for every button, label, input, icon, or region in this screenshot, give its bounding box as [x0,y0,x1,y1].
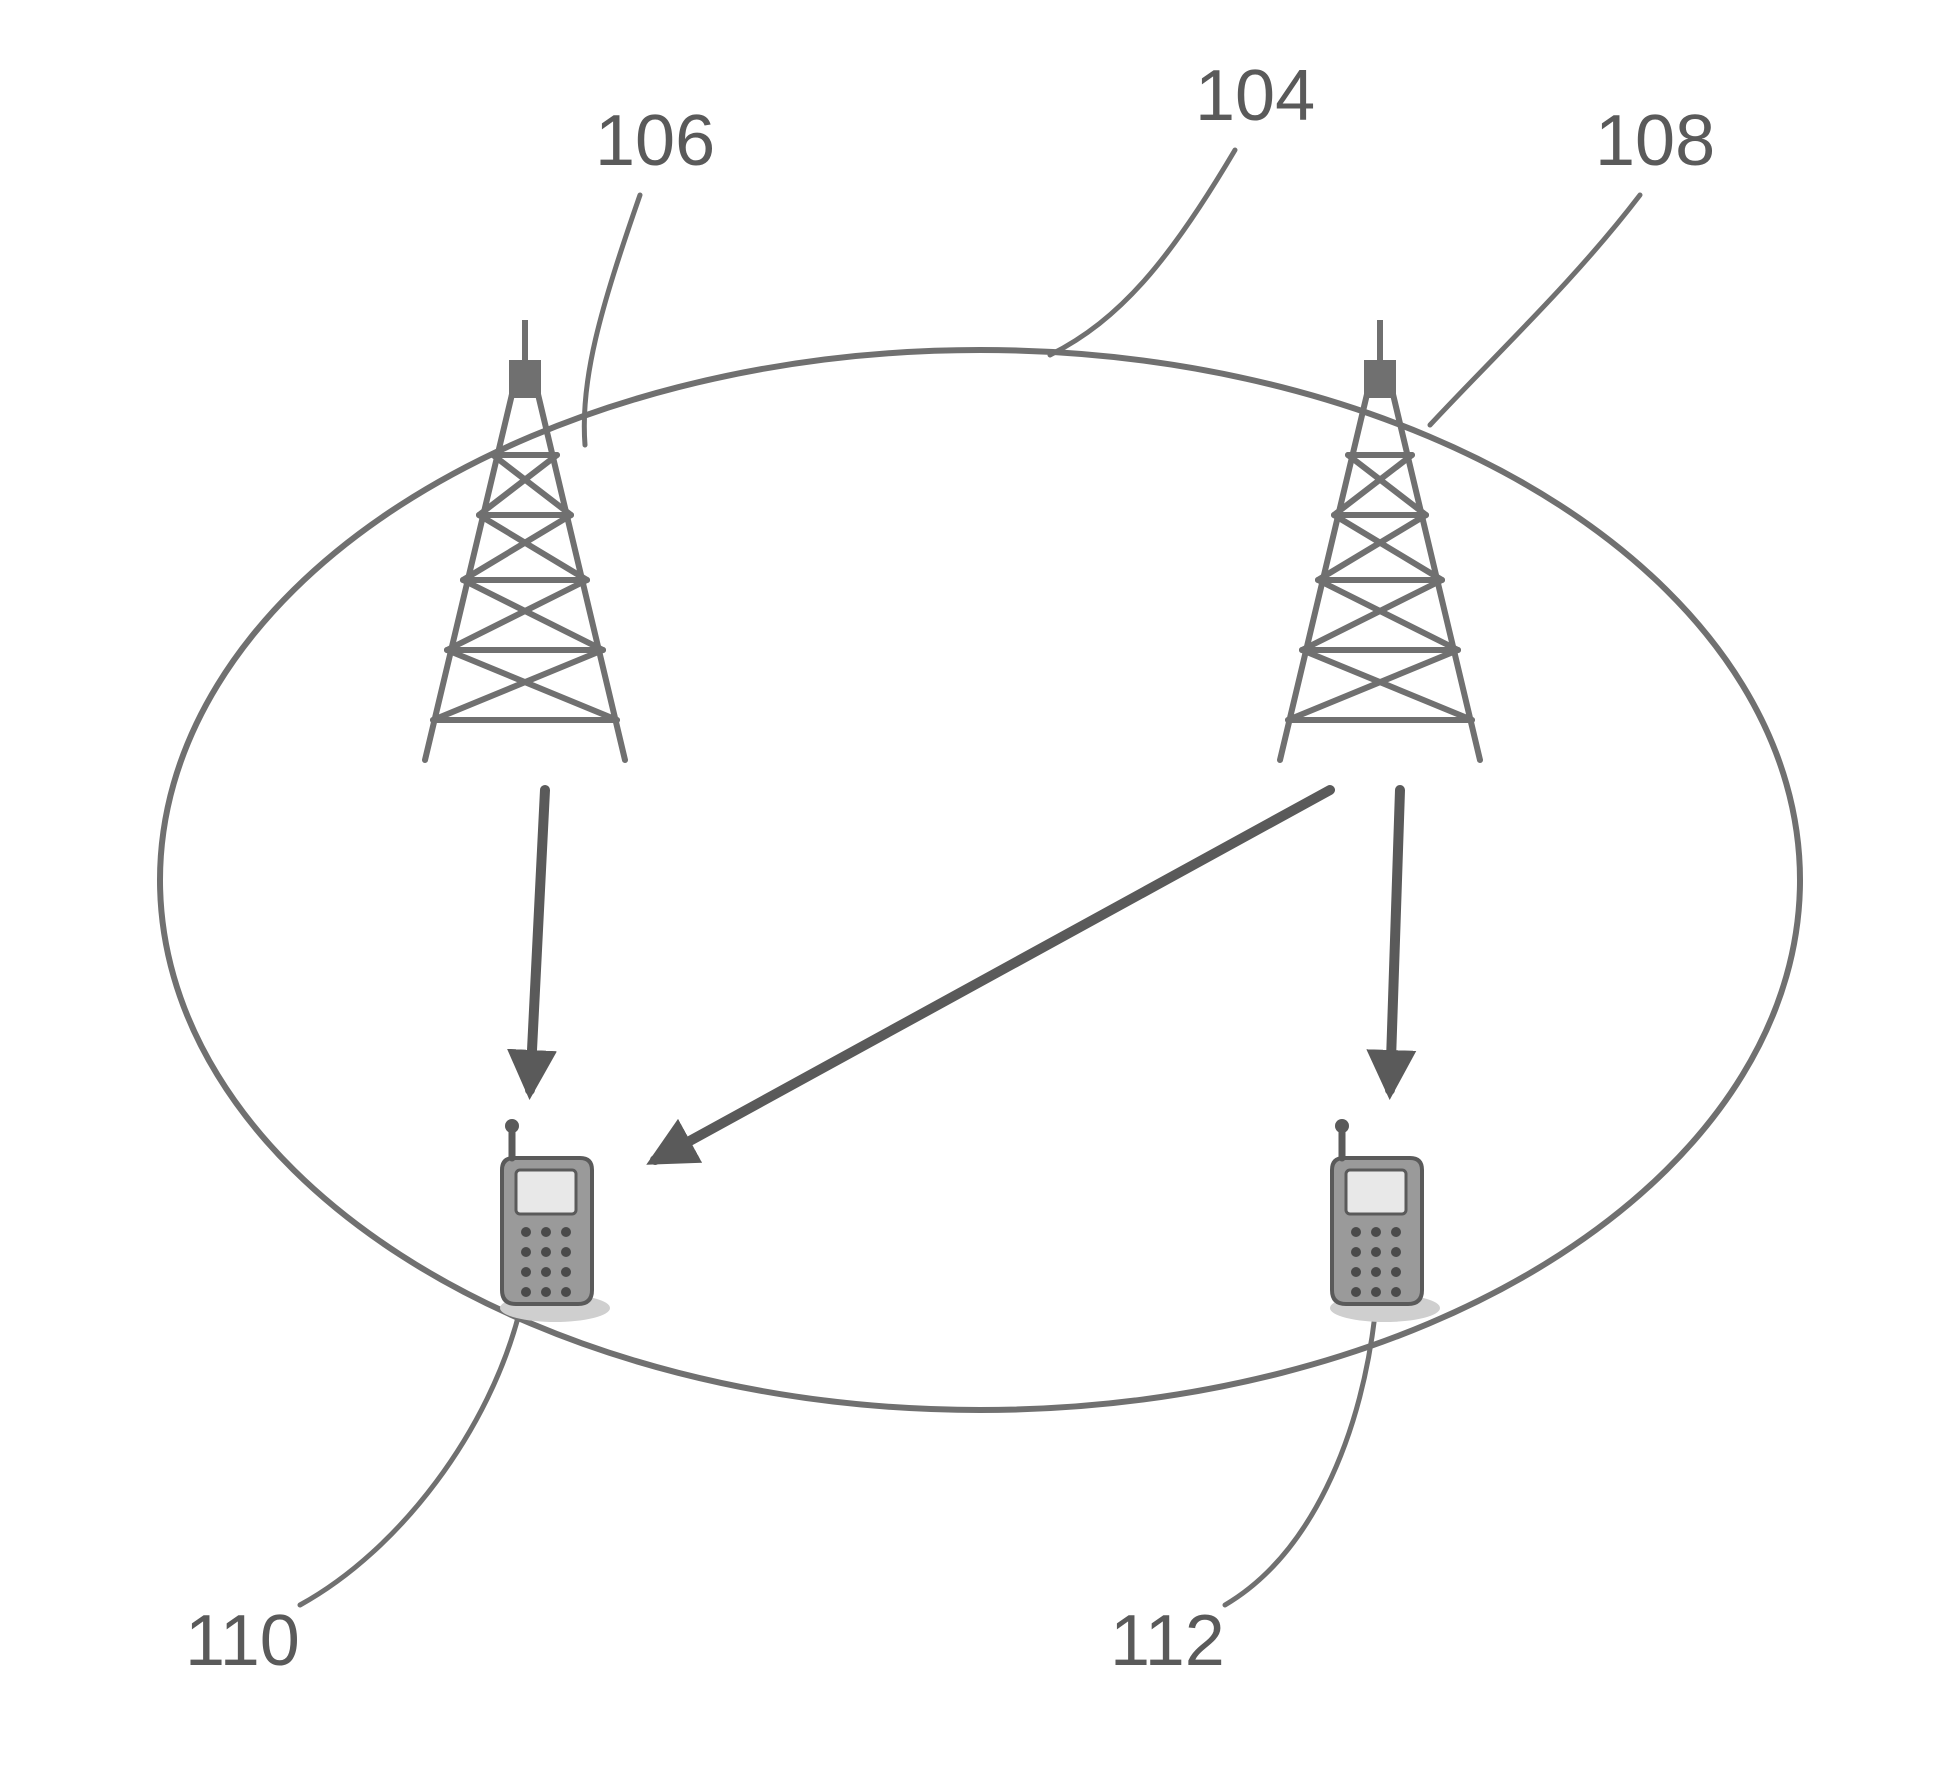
phone-112-icon [1330,1119,1440,1322]
label-104: 104 [1195,55,1315,137]
leader-112 [1225,1315,1375,1605]
arrow-tower106-phone110 [530,790,545,1090]
leader-lines [300,150,1640,1605]
signal-arrows [530,790,1400,1160]
leader-110 [300,1310,520,1605]
leader-108 [1430,195,1640,425]
tower-108-icon [1280,320,1480,760]
label-106: 106 [595,100,715,182]
tower-106-icon [425,320,625,760]
arrow-tower108-phone110 [655,790,1330,1160]
label-110: 110 [185,1600,300,1682]
label-108: 108 [1595,100,1715,182]
leader-104 [1050,150,1235,355]
diagram-canvas [0,0,1952,1768]
phone-110-icon [500,1119,610,1322]
arrow-tower108-phone112 [1390,790,1400,1090]
coverage-ellipse [160,350,1800,1410]
label-112: 112 [1110,1600,1225,1682]
